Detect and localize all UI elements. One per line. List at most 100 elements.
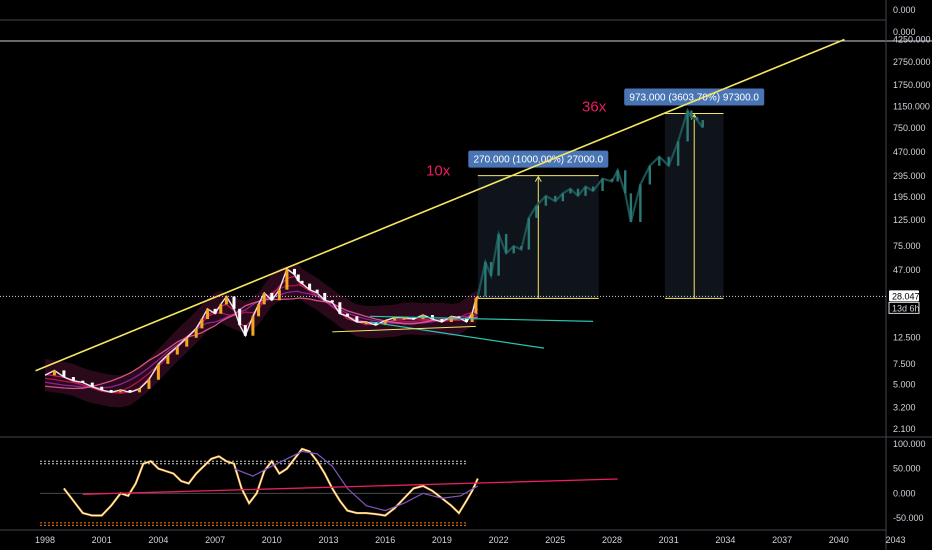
measure-label-box xyxy=(624,88,765,106)
oscillator-signal-line xyxy=(233,450,479,512)
price-candle xyxy=(224,296,228,305)
price-tick-label: 470.000 xyxy=(893,147,926,157)
price-candle xyxy=(243,325,247,336)
measure-label-box xyxy=(468,150,609,168)
channel-upper-line xyxy=(370,315,594,323)
countdown-label: 13d 6h xyxy=(892,303,920,313)
price-tick-label: 75.000 xyxy=(893,241,921,251)
price-candle xyxy=(440,319,444,323)
price-tick-label: 1150.000 xyxy=(893,101,930,111)
projection-candle xyxy=(690,110,693,118)
price-tick-label: 1750.000 xyxy=(893,80,931,90)
time-tick-label: 2025 xyxy=(545,535,565,545)
last-price-badge-bg xyxy=(889,290,919,302)
measure-label: 270.000 (1000.00%) 27000.0 xyxy=(474,155,604,166)
price-candle xyxy=(315,289,319,293)
projection-candle xyxy=(686,110,689,142)
price-tick-label: 7.500 xyxy=(893,359,916,369)
time-tick-label: 2028 xyxy=(602,535,622,545)
ratio-label: 36x xyxy=(582,99,607,116)
price-candle xyxy=(219,304,223,314)
price-candle xyxy=(185,337,189,347)
time-tick-label: 2016 xyxy=(375,535,395,545)
projection-candle xyxy=(561,193,565,202)
projection-candle xyxy=(554,195,557,202)
price-candle xyxy=(296,274,300,281)
price-candle xyxy=(262,292,266,305)
price-axis: 4250.000 2750.000 1750.000 1150.000 750.000 4… xyxy=(893,35,931,435)
oscillator-layer xyxy=(40,447,618,526)
price-candle xyxy=(62,370,66,378)
projection-candle xyxy=(695,117,699,121)
price-candle xyxy=(52,370,56,376)
oscillator-tick-label: 0.000 xyxy=(893,488,916,498)
time-tick-label: 2022 xyxy=(489,535,509,545)
price-tick-label: 750.000 xyxy=(893,123,926,133)
price-candle xyxy=(285,268,289,290)
time-tick-label: 2043 xyxy=(885,535,905,545)
time-axis: 1998 2001 2004 2007 2010 2013 2016 2019 2022 2025… xyxy=(35,535,906,545)
projection-candle xyxy=(512,246,515,254)
projection-candle xyxy=(701,120,704,128)
oscillator-trendline xyxy=(82,478,618,495)
projection-candle xyxy=(616,170,619,182)
price-candle xyxy=(166,354,170,364)
price-tick-label: 2.100 xyxy=(893,424,916,434)
price-candle xyxy=(402,317,406,320)
projection-candle xyxy=(527,217,531,250)
price-candle xyxy=(232,296,236,309)
price-candle xyxy=(238,308,242,326)
moving-average-line xyxy=(44,297,478,390)
channel-lower-line xyxy=(369,321,545,349)
time-tick-label: 2013 xyxy=(318,535,338,545)
price-candle xyxy=(156,363,160,380)
price-candle xyxy=(90,382,94,387)
price-candle xyxy=(251,316,255,336)
price-candle xyxy=(277,289,281,301)
price-candle xyxy=(270,292,274,301)
price-candle xyxy=(81,380,85,383)
support-line xyxy=(332,325,476,333)
projection-candle xyxy=(639,184,642,223)
oscillator-tick-label: -50.000 xyxy=(893,513,924,523)
price-candle xyxy=(355,316,359,323)
trendline-layer xyxy=(35,38,845,372)
price-candle xyxy=(300,280,304,284)
price-candle xyxy=(449,316,453,323)
price-tick-label: 12.500 xyxy=(893,333,921,343)
projection-candle xyxy=(624,170,627,194)
price-candle xyxy=(175,346,179,355)
time-tick-label: 2037 xyxy=(772,535,792,545)
price-tick-label: 125.000 xyxy=(893,215,926,225)
series-layer xyxy=(44,107,704,394)
price-tick-label: 3.200 xyxy=(893,402,916,412)
price-candle xyxy=(470,313,474,323)
countdown-badge-bg xyxy=(888,301,920,314)
projection-candle xyxy=(576,188,580,196)
projection-line xyxy=(476,107,704,297)
price-candle xyxy=(138,388,141,393)
price-tick-label: 2750.000 xyxy=(893,57,931,67)
price-candle xyxy=(457,316,461,319)
price-candle xyxy=(100,386,104,391)
price-candle xyxy=(71,377,75,381)
price-candle xyxy=(464,317,468,323)
moving-average-line xyxy=(44,290,479,389)
time-tick-label: 2010 xyxy=(262,535,282,545)
measure-arrowhead xyxy=(534,175,542,182)
projection-candle xyxy=(610,178,614,182)
projection-candle xyxy=(520,246,523,250)
main-trendline xyxy=(35,38,845,372)
price-candle xyxy=(308,283,312,290)
price-candle xyxy=(476,296,480,299)
price-candle xyxy=(213,308,217,314)
oscillator-tick-label: 100.000 xyxy=(893,439,926,449)
price-candle xyxy=(206,308,210,320)
price-tick-label: 295.000 xyxy=(893,171,926,181)
projection-candle xyxy=(569,188,572,194)
price-candle xyxy=(345,313,349,317)
projection-candle xyxy=(484,261,487,297)
time-tick-label: 2019 xyxy=(432,535,452,545)
